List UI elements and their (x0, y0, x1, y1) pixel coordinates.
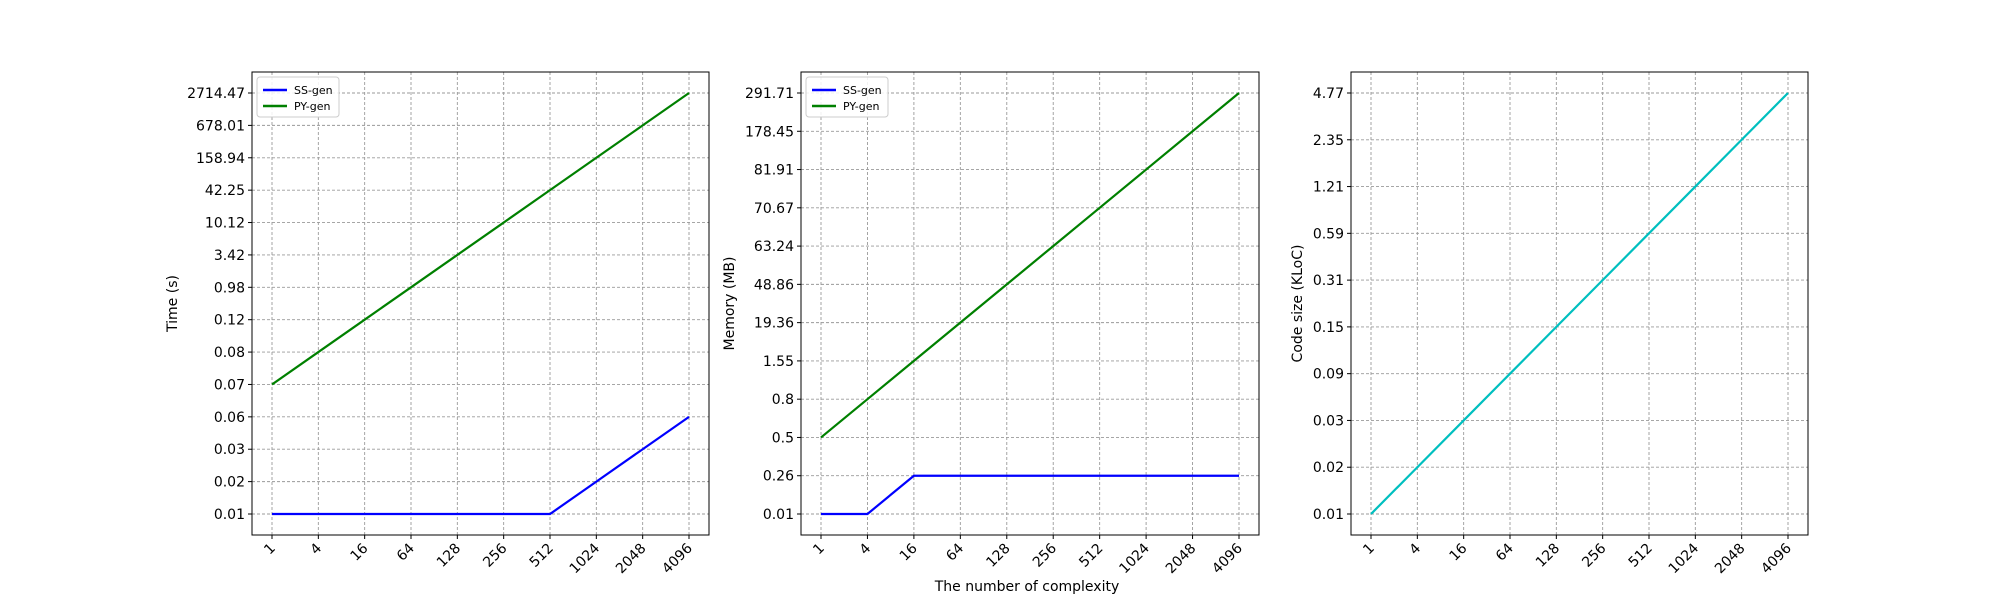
x-tick-label: 1 (810, 541, 828, 559)
legend-label: PY-gen (843, 100, 880, 113)
y-tick-label: 0.26 (763, 469, 794, 485)
x-tick-label: 1 (1360, 541, 1378, 559)
y-tick-label: 10.12 (205, 216, 245, 232)
x-tick-label: 4 (1407, 540, 1425, 558)
y-axis-label: Memory (MB) (722, 257, 738, 351)
y-tick-label: 0.15 (1313, 320, 1344, 336)
x-tick-label: 16 (348, 540, 372, 564)
y-tick-label: 70.67 (754, 201, 794, 217)
y-tick-label: 0.98 (214, 280, 245, 296)
figure-xlabel: The number of complexity (934, 579, 1120, 595)
x-tick-label: 128 (983, 541, 1013, 571)
x-tick-label: 64 (943, 540, 967, 564)
x-tick-label: 4096 (1758, 540, 1795, 577)
legend-label: PY-gen (294, 100, 331, 113)
series-line-main (1370, 92, 1789, 515)
x-tick-label: 4 (857, 540, 875, 558)
y-tick-label: 0.02 (214, 475, 245, 491)
y-axis-label: Code size (KLoC) (1290, 245, 1306, 363)
legend-label: SS-gen (843, 84, 882, 97)
y-tick-label: 2.35 (1313, 133, 1344, 149)
x-tick-label: 16 (897, 540, 921, 564)
y-tick-label: 158.94 (196, 151, 245, 167)
y-tick-label: 3.42 (214, 248, 245, 264)
y-tick-label: 0.03 (1313, 413, 1344, 429)
y-tick-label: 0.8 (772, 392, 794, 408)
series-line-ss-gen (272, 415, 690, 516)
y-tick-label: 1.21 (1313, 180, 1344, 196)
chart-panel-3: 0.01 0.02 0.03 0.09 0.15 0.31 0.59 1.21 2.35 4.77… (1290, 71, 1809, 578)
y-tick-label: 0.31 (1313, 273, 1344, 289)
x-tick-label: 16 (1447, 540, 1471, 564)
plot-area-frame (251, 71, 710, 536)
y-tick-label: 0.5 (772, 430, 794, 446)
chart-panel-2: 0.01 0.26 0.5 0.8 1.55 19.36 48.86 63.24 70.67 81… (722, 71, 1260, 578)
y-tick-label: 42.25 (205, 183, 245, 199)
x-tick-label: 1024 (1116, 540, 1153, 577)
y-tick-label: 0.07 (214, 377, 245, 393)
y-tick-label: 2714.47 (187, 86, 245, 102)
legend: SS-gen PY-gen (256, 76, 340, 118)
series-line-ss-gen (821, 474, 1239, 516)
y-tick-label: 0.02 (1313, 460, 1344, 476)
x-tick-label: 256 (1579, 540, 1609, 570)
x-tick-label: 2048 (613, 541, 650, 578)
x-tick-label: 1024 (567, 540, 604, 577)
y-tick-label: 178.45 (745, 124, 794, 140)
y-tick-label: 0.09 (1313, 367, 1344, 383)
series-line-py-gen (271, 92, 690, 386)
y-tick-label: 0.01 (763, 507, 794, 523)
legend: SS-gen PY-gen (805, 76, 889, 118)
x-tick-label: 1024 (1666, 540, 1703, 577)
y-tick-label: 63.24 (754, 239, 794, 255)
x-tick-label: 128 (434, 541, 464, 571)
y-tick-label: 678.01 (196, 118, 245, 134)
x-tick-label: 64 (1493, 540, 1517, 564)
y-tick-label: 0.59 (1313, 226, 1344, 242)
y-tick-label: 0.01 (1313, 507, 1344, 523)
x-tick-label: 128 (1533, 541, 1563, 571)
y-tick-label: 0.06 (214, 410, 245, 426)
x-tick-label: 4096 (1209, 540, 1246, 577)
x-tick-label: 1 (261, 541, 279, 559)
x-tick-label: 512 (1626, 541, 1656, 571)
x-tick-label: 256 (1030, 540, 1060, 570)
x-tick-label: 512 (1076, 541, 1106, 571)
legend-label: SS-gen (294, 84, 333, 97)
chart-panel-1: 0.01 0.02 0.03 0.06 0.07 0.08 0.12 0.98 3.42 10.1… (165, 71, 710, 578)
x-tick-label: 64 (394, 540, 418, 564)
y-tick-label: 19.36 (754, 316, 794, 332)
x-tick-label: 2048 (1712, 541, 1749, 578)
series-line-py-gen (820, 92, 1240, 439)
x-tick-label: 4 (308, 540, 326, 558)
plot-area-frame (1350, 71, 1809, 536)
y-tick-label: 48.86 (754, 277, 794, 293)
y-tick-label: 0.12 (214, 313, 245, 329)
x-tick-label: 4096 (659, 540, 696, 577)
y-tick-label: 291.71 (745, 86, 794, 102)
x-tick-label: 2048 (1163, 541, 1200, 578)
y-tick-label: 4.77 (1313, 86, 1344, 102)
y-tick-label: 81.91 (754, 163, 794, 179)
y-axis-label: Time (s) (165, 275, 181, 333)
y-tick-label: 0.03 (214, 442, 245, 458)
plot-area-frame (800, 71, 1260, 536)
y-tick-label: 0.01 (214, 507, 245, 523)
x-tick-label: 512 (527, 541, 557, 571)
y-tick-label: 1.55 (763, 354, 794, 370)
y-tick-label: 0.08 (214, 345, 245, 361)
x-tick-label: 256 (480, 540, 510, 570)
